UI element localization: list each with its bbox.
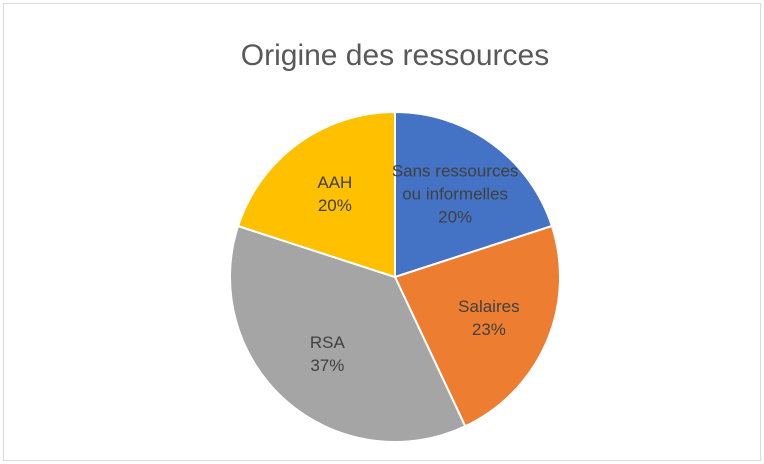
- data-label-category: Salaires: [458, 296, 520, 316]
- data-label: Sans ressources ou informelles 20%: [390, 160, 520, 229]
- data-label-value: 23%: [471, 319, 506, 339]
- chart-title: Origine des ressources: [241, 39, 549, 72]
- data-label-value: 20%: [317, 196, 352, 216]
- data-label: RSA 37%: [262, 331, 392, 377]
- data-label: Salaires 23%: [424, 295, 554, 341]
- data-label-category: RSA: [309, 332, 345, 352]
- pie-slice: [393, 224, 561, 428]
- data-label-category: Sans ressources ou informelles: [391, 161, 519, 204]
- data-label-category: AAH: [317, 173, 353, 193]
- data-label-value: 20%: [438, 207, 473, 227]
- pie-slice: [236, 110, 396, 279]
- pie-slice: [229, 224, 467, 443]
- data-label: AAH 20%: [270, 171, 400, 217]
- pie-slice: [394, 110, 554, 279]
- data-label-value: 37%: [310, 355, 345, 375]
